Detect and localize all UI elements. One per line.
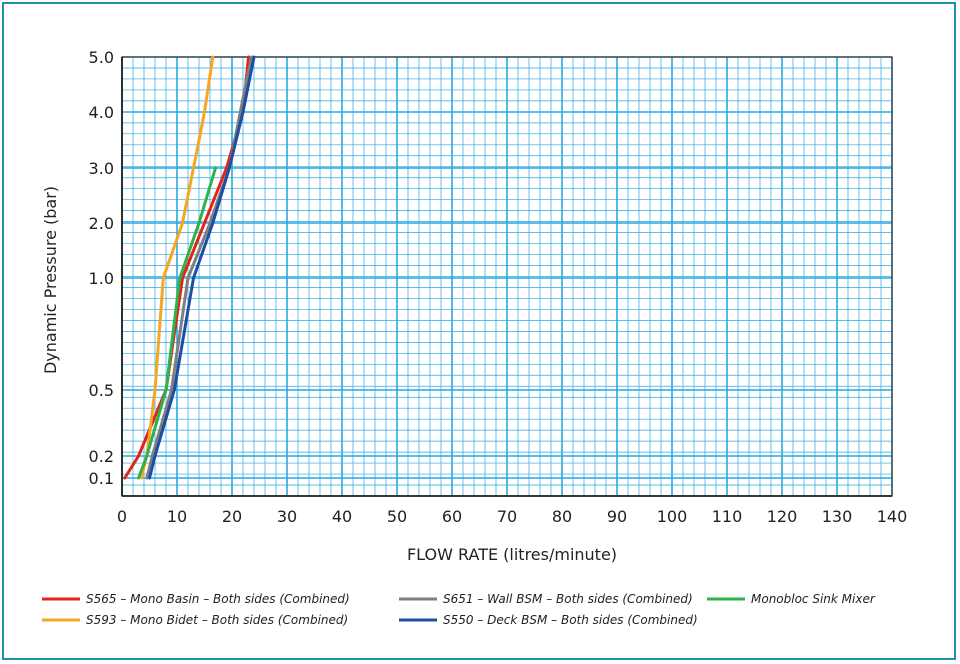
series-line-1 xyxy=(139,55,215,480)
legend: S565 – Mono Basin – Both sides (Combined… xyxy=(42,592,876,627)
x-tick-label: 80 xyxy=(552,507,572,526)
y-tick-label: 2.0 xyxy=(89,214,114,233)
series-line-3 xyxy=(148,55,256,480)
x-tick-label: 60 xyxy=(442,507,462,526)
legend-label-s593: S593 – Mono Bidet – Both sides (Combined… xyxy=(86,613,348,627)
legend-label-monobloc: Monobloc Sink Mixer xyxy=(751,592,876,606)
x-tick-label: 100 xyxy=(657,507,688,526)
series-line-0 xyxy=(123,55,250,480)
x-tick-label: 140 xyxy=(877,507,908,526)
series-lines xyxy=(123,55,256,480)
major-grid xyxy=(121,56,893,496)
legend-label-s550: S550 – Deck BSM – Both sides (Combined) xyxy=(443,613,698,627)
x-tick-label: 90 xyxy=(607,507,627,526)
legend-label-s565: S565 – Mono Basin – Both sides (Combined… xyxy=(86,592,350,606)
x-tick-label: 120 xyxy=(767,507,798,526)
tick-labels: 0 10 20 30 40 50 60 70 80 90 100 110 120 130 140 5.0 4.0… xyxy=(89,48,908,526)
y-tick-label: 1.0 xyxy=(89,269,114,288)
series-line-4 xyxy=(137,166,217,480)
x-tick-label: 20 xyxy=(222,507,242,526)
y-tick-label: 5.0 xyxy=(89,48,114,67)
x-tick-label: 10 xyxy=(167,507,187,526)
x-tick-label: 110 xyxy=(712,507,743,526)
y-axis-title: Dynamic Pressure (bar) xyxy=(41,186,60,374)
series-line-2 xyxy=(145,55,253,480)
legend-label-s651: S651 – Wall BSM – Both sides (Combined) xyxy=(443,592,693,606)
y-tick-label: 0.2 xyxy=(89,447,114,466)
x-tick-label: 30 xyxy=(277,507,297,526)
x-axis-title: FLOW RATE (litres/minute) xyxy=(407,545,617,564)
y-tick-label: 0.1 xyxy=(89,469,114,488)
x-tick-label: 40 xyxy=(332,507,352,526)
y-tick-label: 4.0 xyxy=(89,103,114,122)
y-tick-label: 3.0 xyxy=(89,159,114,178)
x-tick-label: 70 xyxy=(497,507,517,526)
axes xyxy=(121,56,893,497)
x-tick-label: 130 xyxy=(822,507,853,526)
x-tick-label: 0 xyxy=(117,507,127,526)
y-tick-label: 0.5 xyxy=(89,381,114,400)
x-tick-label: 50 xyxy=(387,507,407,526)
